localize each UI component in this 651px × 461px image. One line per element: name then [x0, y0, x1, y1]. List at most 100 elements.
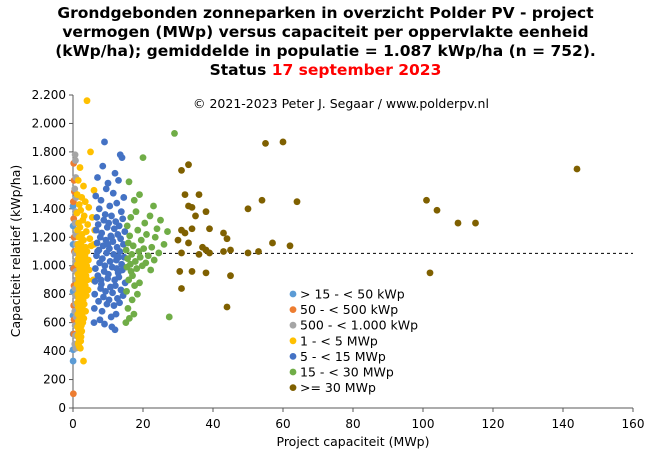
- data-point: [255, 248, 262, 255]
- data-point: [92, 226, 100, 234]
- legend-marker: [289, 306, 297, 313]
- data-point: [120, 194, 128, 201]
- data-point: [136, 279, 143, 287]
- copyright-note: © 2021-2023 Peter J. Segaar / www.polder…: [193, 96, 489, 111]
- title-line-3: (kWp/ha); gemiddelde in populatie = 1.08…: [55, 42, 596, 60]
- x-tick-labels: 0 20 40 60 80 100 120 140 160: [69, 408, 644, 431]
- data-point: [103, 300, 111, 308]
- data-point: [99, 162, 107, 170]
- data-point: [115, 176, 122, 184]
- data-point: [116, 299, 123, 307]
- data-point: [293, 198, 301, 206]
- data-point: [118, 260, 126, 268]
- data-point: [121, 228, 129, 235]
- x-axis-label: Project capaciteit (MWp): [277, 434, 430, 449]
- y-tick-label: 400: [43, 344, 66, 358]
- data-point: [111, 326, 119, 334]
- data-point: [178, 167, 185, 174]
- data-point: [164, 228, 171, 235]
- data-point: [244, 205, 252, 213]
- legend-marker: [289, 368, 297, 376]
- data-point: [100, 216, 108, 224]
- x-tick-label: 20: [135, 417, 150, 431]
- status-date: 17 september 2023: [271, 61, 442, 79]
- data-point: [188, 204, 196, 211]
- data-point: [80, 357, 87, 365]
- data-point: [69, 357, 77, 365]
- y-axis-label: Capaciteit relatief (kWp/ha): [8, 165, 23, 337]
- data-point: [188, 225, 196, 233]
- data-point: [153, 225, 161, 233]
- series-6: [122, 130, 178, 327]
- data-point: [122, 246, 130, 254]
- data-point: [206, 225, 213, 233]
- data-point: [101, 320, 108, 328]
- legend-marker: [289, 337, 297, 345]
- data-point: [192, 212, 199, 220]
- data-point: [123, 287, 130, 295]
- data-point: [71, 151, 79, 159]
- data-point: [101, 211, 109, 218]
- data-point: [220, 248, 227, 255]
- data-point: [96, 259, 103, 267]
- y-tick-label: 1.600: [32, 173, 66, 187]
- data-point: [103, 223, 111, 231]
- data-point: [109, 289, 116, 297]
- data-point: [124, 239, 132, 247]
- data-point: [151, 233, 159, 241]
- series-3: [71, 151, 80, 352]
- legend-marker: [289, 321, 297, 329]
- data-point: [71, 185, 79, 193]
- data-point: [262, 139, 269, 147]
- data-point: [97, 196, 105, 204]
- data-point: [147, 266, 155, 274]
- x-tick-label: 120: [482, 417, 505, 431]
- data-point: [176, 268, 184, 275]
- data-point: [185, 161, 192, 169]
- data-point: [115, 253, 122, 261]
- legend-marker: [289, 384, 297, 391]
- data-point: [181, 229, 189, 237]
- data-point: [116, 248, 124, 255]
- data-point: [573, 165, 581, 173]
- data-point: [106, 202, 114, 210]
- data-point: [128, 296, 136, 304]
- data-point: [93, 239, 101, 247]
- data-point: [127, 213, 135, 221]
- data-point: [155, 249, 163, 257]
- data-point: [117, 286, 125, 294]
- data-point: [123, 222, 131, 230]
- y-tick-label: 600: [43, 316, 66, 330]
- data-point: [87, 148, 94, 156]
- title-line-1: Grondgebonden zonneparken in overzicht P…: [57, 4, 594, 22]
- data-point: [111, 276, 119, 284]
- data-point: [119, 215, 127, 223]
- data-point: [74, 176, 82, 184]
- data-point: [92, 265, 99, 272]
- data-point: [111, 169, 119, 177]
- data-point: [174, 236, 182, 244]
- data-point: [125, 178, 133, 186]
- y-tick-labels: 0 200 400 600 800 1.000 1.200 1.400 1.600 1.800 2.…: [32, 88, 73, 415]
- data-point: [97, 285, 105, 292]
- data-point: [223, 235, 231, 243]
- data-point: [130, 310, 138, 318]
- chart-title: Grondgebonden zonneparken in overzicht P…: [0, 4, 651, 80]
- data-point: [128, 250, 136, 258]
- data-point: [286, 242, 294, 250]
- data-point: [113, 199, 121, 207]
- legend-label: 1 - < 5 MWp: [300, 333, 378, 348]
- x-tick-label: 0: [69, 417, 77, 431]
- data-point: [136, 191, 143, 198]
- data-point: [74, 226, 81, 234]
- data-point: [100, 293, 107, 301]
- data-point: [148, 243, 156, 251]
- data-point: [279, 138, 287, 146]
- data-point: [423, 196, 430, 204]
- y-tick-label: 800: [43, 287, 66, 301]
- data-point: [136, 253, 144, 261]
- data-point: [93, 213, 101, 221]
- data-point: [94, 174, 101, 181]
- data-point: [122, 319, 130, 327]
